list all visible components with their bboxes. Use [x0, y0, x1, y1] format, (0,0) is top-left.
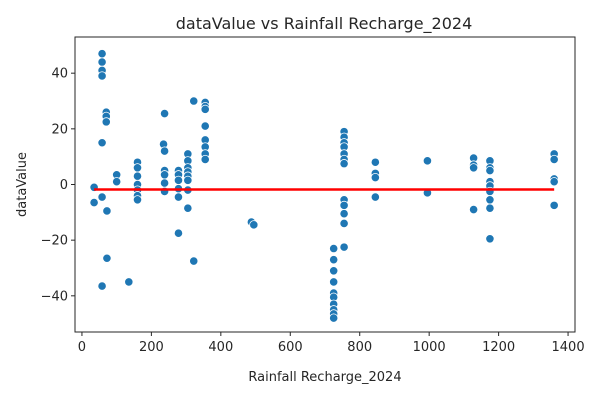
x-tick-label: 800: [347, 340, 372, 355]
y-axis: −40 −20 0 20 40: [41, 67, 75, 304]
data-point: [339, 200, 349, 210]
data-point: [549, 177, 559, 187]
data-point: [549, 200, 559, 210]
data-point: [97, 192, 107, 202]
data-point: [132, 195, 143, 205]
data-point: [485, 234, 495, 244]
y-tick-label: 20: [51, 122, 68, 137]
data-point: [329, 266, 339, 276]
data-point: [329, 255, 339, 265]
data-point: [249, 220, 259, 230]
x-tick-label: 1000: [413, 340, 446, 355]
data-point: [124, 277, 134, 287]
x-axis-label: Rainfall Recharge_2024: [248, 370, 401, 385]
data-point: [200, 104, 210, 114]
data-point: [189, 256, 199, 266]
data-point: [200, 154, 210, 165]
data-point: [173, 175, 184, 185]
x-axis: 0 200 400 600 800 1000 1200 1400: [78, 332, 585, 355]
chart-title: dataValue vs Rainfall Recharge_2024: [176, 14, 473, 34]
y-axis-label: dataValue: [15, 152, 30, 217]
data-point: [189, 96, 199, 106]
data-point: [173, 228, 184, 238]
data-point: [97, 281, 107, 291]
x-tick-label: 1400: [552, 340, 585, 355]
data-point: [97, 57, 107, 67]
data-point: [159, 178, 170, 188]
data-point: [101, 117, 111, 127]
data-point: [183, 203, 193, 213]
data-point: [89, 197, 99, 208]
data-point: [183, 175, 193, 185]
data-point: [97, 49, 107, 59]
data-point: [329, 313, 339, 323]
data-point: [329, 277, 339, 287]
data-point: [132, 163, 143, 173]
x-tick-label: 0: [78, 340, 86, 355]
data-point: [469, 204, 479, 215]
data-point: [102, 253, 112, 263]
data-point: [485, 195, 495, 205]
plot-area-frame: [74, 36, 576, 333]
y-tick-label: −40: [41, 289, 68, 304]
x-tick-label: 600: [278, 340, 303, 355]
data-point: [549, 154, 559, 165]
data-point: [339, 209, 349, 219]
data-point: [339, 242, 349, 252]
data-point: [339, 218, 349, 229]
data-point: [132, 171, 143, 181]
x-tick-label: 1200: [482, 340, 515, 355]
y-tick-label: −20: [41, 234, 68, 249]
data-point: [370, 157, 380, 167]
data-point: [422, 156, 433, 166]
x-tick-label: 400: [208, 340, 233, 355]
points-layer: [89, 49, 559, 323]
data-point: [329, 243, 339, 254]
data-point: [159, 170, 170, 180]
data-point: [97, 138, 107, 148]
data-point: [370, 172, 380, 183]
data-point: [370, 192, 380, 202]
data-point: [485, 165, 495, 176]
data-point: [102, 206, 112, 216]
data-point: [112, 177, 122, 187]
data-point: [339, 159, 349, 169]
data-point: [97, 71, 107, 81]
data-point: [469, 163, 479, 173]
data-point: [485, 203, 495, 213]
data-point: [173, 192, 184, 202]
data-point: [200, 121, 210, 131]
y-tick-label: 0: [60, 178, 68, 193]
y-tick-label: 40: [51, 67, 68, 82]
data-point: [159, 108, 170, 119]
data-point: [159, 146, 170, 156]
x-tick-label: 200: [139, 340, 164, 355]
